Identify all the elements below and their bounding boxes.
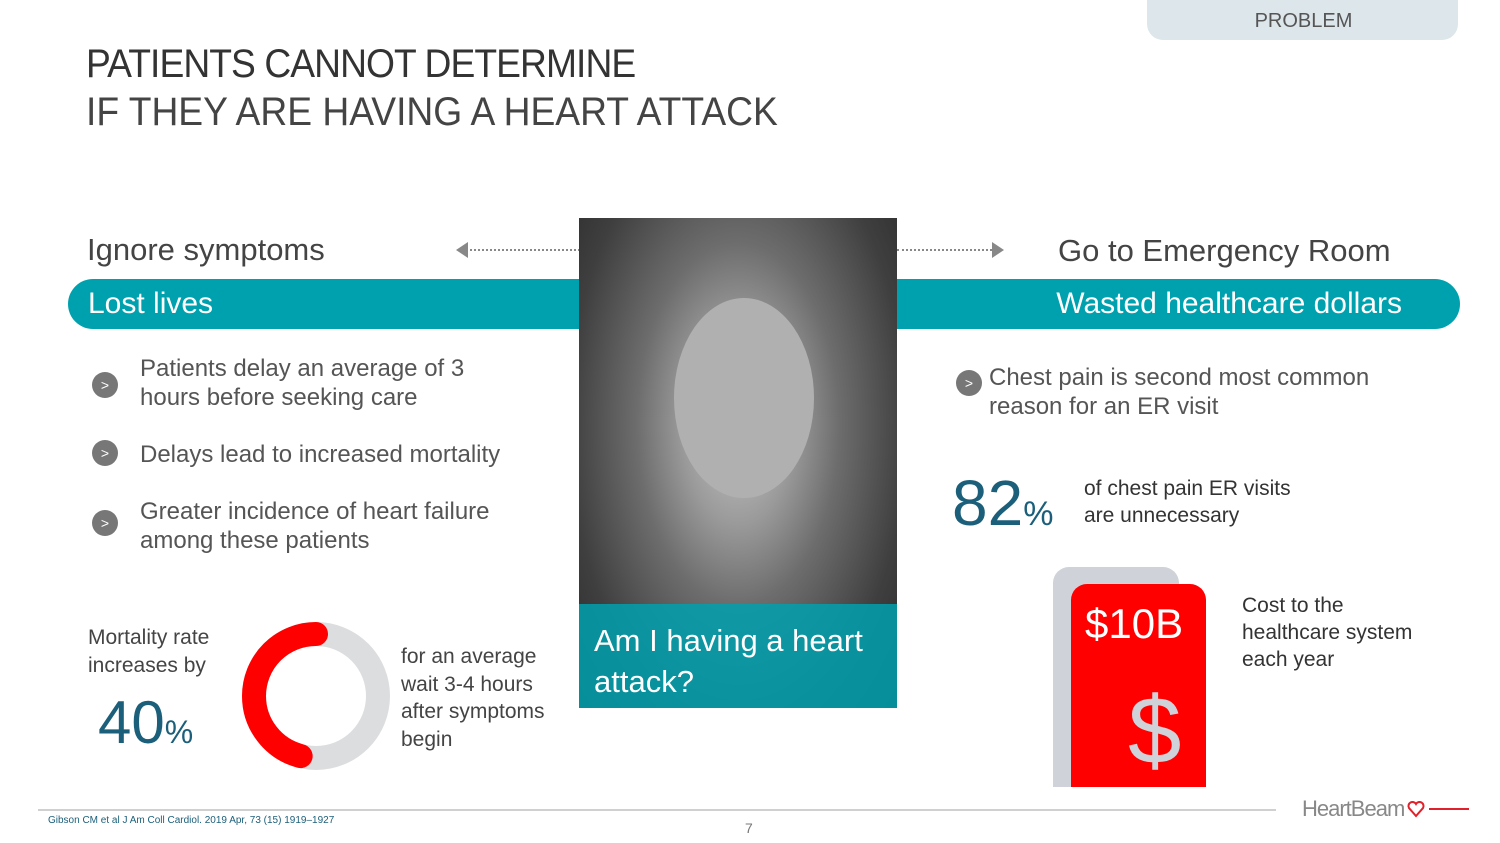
footer-divider — [38, 809, 1276, 811]
stat-text: of chest pain ER visits are unnecessary — [1084, 477, 1291, 527]
cost-card: $10B $ — [1071, 584, 1206, 787]
face-shape — [674, 298, 814, 498]
chevron-right-icon: > — [956, 370, 982, 396]
page-number: 7 — [745, 820, 753, 836]
donut-text: for an average wait 3-4 hours after symp… — [401, 645, 545, 751]
wasted-dollars-band: Wasted healthcare dollars — [890, 279, 1460, 329]
slide-title-line2: IF THEY ARE HAVING A HEART ATTACK — [86, 90, 778, 134]
percent-sign: % — [1023, 495, 1054, 533]
chevron-right-icon: > — [92, 440, 118, 466]
right-arrow — [897, 242, 1004, 258]
dollar-icon: $ — [1128, 677, 1182, 784]
logo-text: HeartBeam — [1302, 796, 1405, 821]
right-bullet: Chest pain is second most common reason … — [989, 364, 1370, 420]
left-bullet-3: Greater incidence of heart failure among… — [140, 498, 490, 554]
cost-value: $10B — [1085, 600, 1184, 647]
right-heading: Go to Emergency Room — [1058, 233, 1391, 268]
cost-text: Cost to the healthcare system each year — [1242, 594, 1413, 671]
left-bullet-2: Delays lead to increased mortality — [140, 441, 501, 468]
lost-lives-band: Lost lives — [68, 279, 588, 329]
chevron-right-icon: > — [92, 510, 118, 536]
slide-title-line1: PATIENTS CANNOT DETERMINE — [86, 42, 636, 86]
worried-woman-photo: Am I having a heart attack? — [579, 218, 897, 708]
left-heading: Ignore symptoms — [87, 232, 325, 267]
left-arrow — [456, 242, 580, 258]
heart-wifi-icon — [1407, 801, 1425, 818]
citation: Gibson CM et al J Am Coll Cardiol. 2019 … — [48, 815, 335, 826]
mortality-label: Mortality rate increases by — [88, 626, 210, 677]
chevron-right-icon: > — [92, 372, 118, 398]
left-bullet-1: Patients delay an average of 3 hours bef… — [140, 355, 465, 411]
mortality-value: 40 — [98, 689, 165, 756]
logo-line — [1429, 808, 1470, 810]
stat-value: 82 — [952, 467, 1024, 539]
section-tag: PROBLEM — [1147, 0, 1458, 40]
donut-arc — [242, 622, 390, 770]
percent-sign: % — [164, 714, 194, 750]
heartbeam-logo: HeartBeam — [1302, 796, 1470, 822]
photo-caption: Am I having a heart attack? — [579, 604, 897, 708]
mortality-donut — [242, 622, 390, 770]
